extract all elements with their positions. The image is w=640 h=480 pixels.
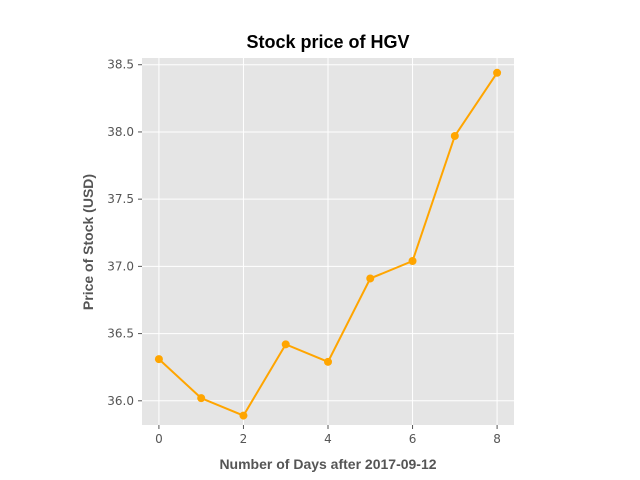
x-tick-label: 4 xyxy=(324,432,332,446)
x-tick-label: 6 xyxy=(409,432,417,446)
grid-lines xyxy=(142,58,514,425)
x-axis-label: Number of Days after 2017-09-12 xyxy=(219,456,436,472)
chart-title: Stock price of HGV xyxy=(246,32,409,52)
y-axis-label: Price of Stock (USD) xyxy=(80,174,96,310)
axis-ticks: 0 2 4 6 8 36.0 36.5 37.0 37.5 38.0 38.5 xyxy=(107,58,501,446)
x-tick-label: 0 xyxy=(155,432,163,446)
y-tick-label: 38.0 xyxy=(107,125,134,139)
data-series xyxy=(154,68,502,420)
x-tick-label: 8 xyxy=(493,432,501,446)
data-point xyxy=(324,357,332,366)
data-point xyxy=(450,131,459,140)
data-point xyxy=(408,256,417,265)
data-point xyxy=(239,411,248,420)
x-tick-label: 2 xyxy=(240,432,248,446)
data-point xyxy=(281,340,290,349)
data-point xyxy=(493,68,502,77)
y-tick-label: 36.5 xyxy=(107,327,134,341)
y-tick-label: 37.0 xyxy=(107,259,134,273)
y-tick-label: 36.0 xyxy=(107,394,134,408)
data-point xyxy=(366,274,375,283)
data-point xyxy=(154,355,163,364)
y-tick-label: 37.5 xyxy=(107,192,134,206)
y-tick-label: 38.5 xyxy=(107,58,134,72)
data-point xyxy=(197,394,206,403)
